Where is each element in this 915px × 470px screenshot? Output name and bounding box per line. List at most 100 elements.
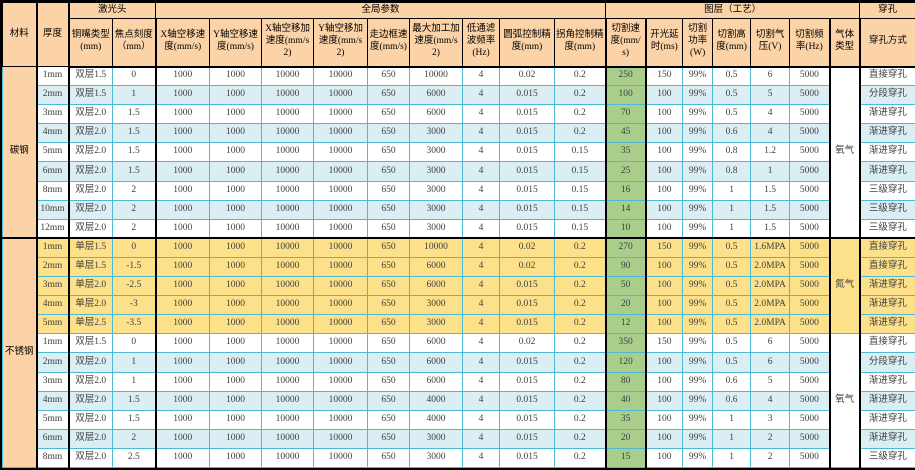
value-cell: 0.2 xyxy=(554,256,607,278)
value-cell: 6 xyxy=(750,352,791,373)
piercing-method-cell: 渐进穿孔 xyxy=(859,390,915,411)
value-cell: 1000 xyxy=(155,104,211,125)
value-cell: 99% xyxy=(682,218,714,239)
value-cell: 150 xyxy=(645,65,684,87)
value-cell: 99% xyxy=(682,180,714,201)
value-cell: 99% xyxy=(682,256,714,278)
value-cell: 3000 xyxy=(409,199,464,220)
value-cell: 3000 xyxy=(409,218,464,239)
column-header: 气体类型 xyxy=(829,18,861,68)
value-cell: 0.015 xyxy=(499,161,556,182)
value-cell: 1000 xyxy=(155,314,211,335)
value-cell: 6 xyxy=(750,65,791,87)
value-cell: 3000 xyxy=(409,142,464,163)
column-header: Y轴空移速度(mm/s) xyxy=(209,18,263,68)
value-cell: 99% xyxy=(682,276,714,297)
column-header: 铜嘴类型(mm) xyxy=(68,18,113,68)
value-cell: 650 xyxy=(367,104,411,125)
value-cell: 4 xyxy=(750,104,791,125)
value-cell: 100 xyxy=(645,295,684,316)
piercing-method-cell: 直接穿孔 xyxy=(859,333,915,354)
value-cell: 1000 xyxy=(155,371,211,392)
table-row: 5mm 双层2.0 1.5 1000 1000 10000 10000 650 3000 4 0.0… xyxy=(3,142,915,163)
value-cell: 0.5 xyxy=(712,276,752,297)
value-cell: 5000 xyxy=(789,314,831,335)
value-cell: 6000 xyxy=(409,276,464,297)
value-cell: 1000 xyxy=(155,276,211,297)
value-cell: 3000 xyxy=(409,180,464,201)
value-cell: 0.015 xyxy=(499,314,556,335)
value-cell: 0.6 xyxy=(712,371,752,392)
value-cell: 3000 xyxy=(409,123,464,144)
value-cell: 1000 xyxy=(155,199,211,220)
value-cell: 4 xyxy=(462,237,501,258)
value-cell: 1000 xyxy=(209,104,263,125)
value-cell: 1.5 xyxy=(750,199,791,220)
value-cell: 5000 xyxy=(789,142,831,163)
value-cell: 5000 xyxy=(789,276,831,297)
value-cell: 10000 xyxy=(313,161,369,182)
thickness-cell: 5mm xyxy=(36,142,70,163)
value-cell: 双层2.0 xyxy=(68,104,113,125)
group-header: 穿孔 xyxy=(859,2,915,19)
value-cell: 100 xyxy=(645,161,684,182)
value-cell: 双层2.0 xyxy=(68,180,113,201)
value-cell: 10000 xyxy=(261,428,315,449)
column-header: Y轴空移加速度(mm/s2) xyxy=(313,18,369,68)
value-cell: 10000 xyxy=(313,314,369,335)
value-cell: 650 xyxy=(367,371,411,392)
value-cell: 650 xyxy=(367,85,411,106)
value-cell: 1000 xyxy=(209,447,263,469)
value-cell: 1000 xyxy=(209,256,263,278)
value-cell: 10000 xyxy=(313,447,369,469)
piercing-method-cell: 渐进穿孔 xyxy=(859,142,915,163)
value-cell: 1.5 xyxy=(111,142,157,163)
value-cell: 6000 xyxy=(409,333,464,354)
value-cell: 5000 xyxy=(789,295,831,316)
value-cell: 10000 xyxy=(261,352,315,373)
value-cell: 1.5 xyxy=(111,123,157,144)
value-cell: 10000 xyxy=(313,123,369,144)
value-cell: 1000 xyxy=(155,237,211,258)
piercing-method-cell: 三级穿孔 xyxy=(859,447,915,469)
value-cell: 0.015 xyxy=(499,371,556,392)
value-cell: 1000 xyxy=(209,428,263,449)
value-cell: 0.15 xyxy=(554,142,607,163)
value-cell: 10000 xyxy=(261,371,315,392)
value-cell: 10000 xyxy=(261,142,315,163)
cut-speed-cell: 12 xyxy=(605,314,647,335)
value-cell: 1 xyxy=(111,371,157,392)
column-header: 走边框速度(mm/s) xyxy=(367,18,411,68)
value-cell: 10000 xyxy=(313,180,369,201)
value-cell: 100 xyxy=(645,104,684,125)
value-cell: 0.6 xyxy=(712,123,752,144)
value-cell: 650 xyxy=(367,333,411,354)
table-row: 2mm 单层1.5 -1.5 1000 1000 10000 10000 650 6000 4 0.… xyxy=(3,256,915,278)
value-cell: 10000 xyxy=(261,276,315,297)
column-header: 切割功率(W) xyxy=(682,18,714,68)
thickness-cell: 4mm xyxy=(36,295,70,316)
value-cell: 0.8 xyxy=(712,142,752,163)
thickness-cell: 1mm xyxy=(36,237,70,258)
value-cell: 1 xyxy=(111,85,157,106)
value-cell: 0.015 xyxy=(499,123,556,144)
value-cell: 100 xyxy=(645,428,684,449)
value-cell: 4 xyxy=(462,218,501,239)
value-cell: 10000 xyxy=(261,333,315,354)
value-cell: 1000 xyxy=(209,218,263,239)
value-cell: 3 xyxy=(750,409,791,430)
cut-speed-cell: 100 xyxy=(605,85,647,106)
value-cell: 650 xyxy=(367,237,411,258)
value-cell: 2 xyxy=(750,447,791,469)
value-cell: 150 xyxy=(645,237,684,258)
value-cell: 99% xyxy=(682,390,714,411)
cut-speed-cell: 250 xyxy=(605,65,647,87)
value-cell: 0.02 xyxy=(499,65,556,87)
value-cell: 10000 xyxy=(313,237,369,258)
value-cell: 100 xyxy=(645,276,684,297)
value-cell: 1000 xyxy=(209,371,263,392)
value-cell: 10000 xyxy=(313,104,369,125)
cut-speed-cell: 10 xyxy=(605,218,647,239)
thickness-cell: 1mm xyxy=(36,65,70,87)
